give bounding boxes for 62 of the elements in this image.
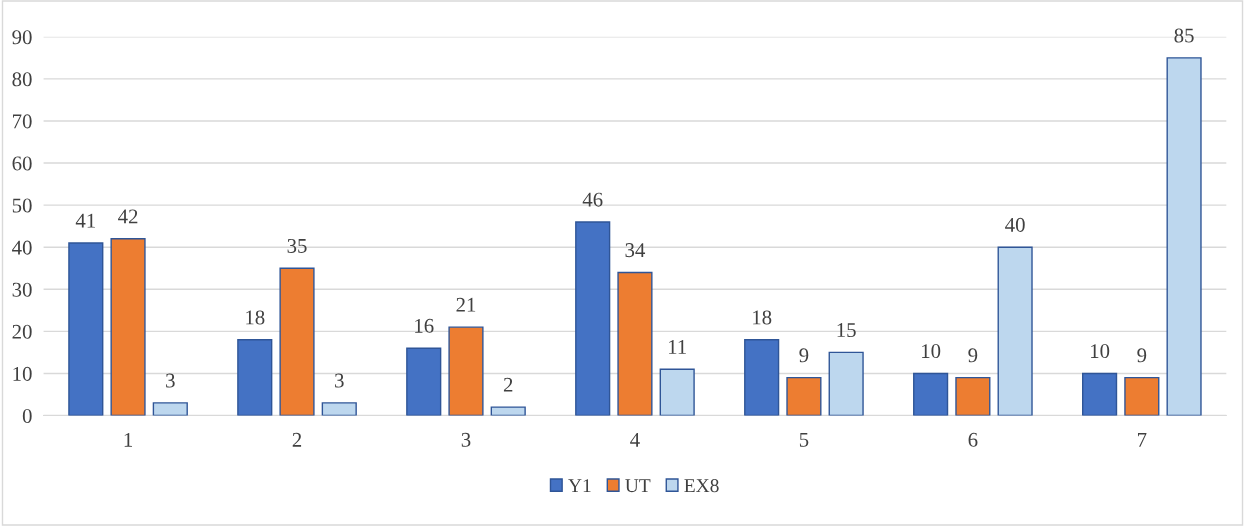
data-label: 2 — [503, 377, 513, 392]
data-label: 3 — [166, 373, 175, 388]
bar — [1124, 376, 1160, 416]
bar — [828, 351, 864, 416]
x-tick-label: 7 — [1138, 433, 1147, 447]
x-tick-label: 2 — [292, 432, 302, 447]
x-tick-label: 3 — [461, 432, 471, 447]
data-label: 11 — [669, 339, 686, 354]
bar — [321, 402, 357, 416]
bar — [744, 339, 780, 416]
x-tick-label: 5 — [799, 433, 809, 447]
bar — [68, 242, 104, 416]
bar — [617, 271, 653, 416]
bar — [955, 376, 991, 416]
y-tick-label: 70 — [13, 114, 32, 129]
data-label: 40 — [1005, 217, 1025, 232]
bar — [913, 372, 949, 416]
data-label: 9 — [968, 348, 978, 363]
bar — [448, 326, 484, 416]
data-label: 9 — [799, 348, 809, 363]
data-label: 9 — [1137, 348, 1147, 363]
legend-label: UT — [625, 479, 651, 493]
data-label: 3 — [335, 373, 344, 388]
y-tick-label: 40 — [12, 240, 32, 255]
y-tick-label: 30 — [12, 282, 32, 297]
data-label: 41 — [75, 213, 95, 228]
y-tick-label: 90 — [12, 30, 32, 45]
y-tick-label: 20 — [12, 324, 32, 339]
y-tick-label: 0 — [22, 408, 32, 423]
y-tick-label: 80 — [12, 72, 32, 87]
bar — [152, 402, 188, 416]
data-label: 46 — [582, 192, 603, 207]
y-tick-label: 60 — [12, 156, 32, 171]
bar — [1082, 372, 1118, 416]
data-label: 10 — [1091, 344, 1110, 359]
data-label: 18 — [246, 310, 265, 325]
bar — [1166, 57, 1202, 416]
y-tick-label: 50 — [12, 198, 32, 213]
bar — [786, 376, 822, 416]
data-label: 34 — [625, 243, 646, 258]
y-tick-label: 10 — [13, 366, 32, 381]
data-label: 16 — [415, 318, 434, 333]
bar — [110, 238, 146, 416]
data-label: 10 — [922, 344, 941, 359]
bar — [406, 347, 442, 416]
legend-label: Y1 — [568, 479, 591, 492]
data-label: 15 — [837, 323, 856, 338]
data-label: 18 — [753, 310, 772, 325]
x-tick-label: 6 — [968, 432, 978, 447]
bar — [997, 246, 1033, 416]
data-label: 35 — [287, 238, 307, 253]
bar — [279, 267, 315, 416]
bar — [237, 339, 273, 416]
x-tick-label: 4 — [630, 432, 640, 447]
data-label: 42 — [118, 209, 138, 224]
bar — [490, 406, 526, 416]
data-label: 21 — [456, 297, 476, 312]
bar — [575, 221, 611, 416]
x-tick-label: 1 — [124, 432, 133, 447]
data-label: 85 — [1174, 28, 1194, 43]
legend-label: EX8 — [684, 479, 719, 493]
bar — [659, 368, 695, 416]
